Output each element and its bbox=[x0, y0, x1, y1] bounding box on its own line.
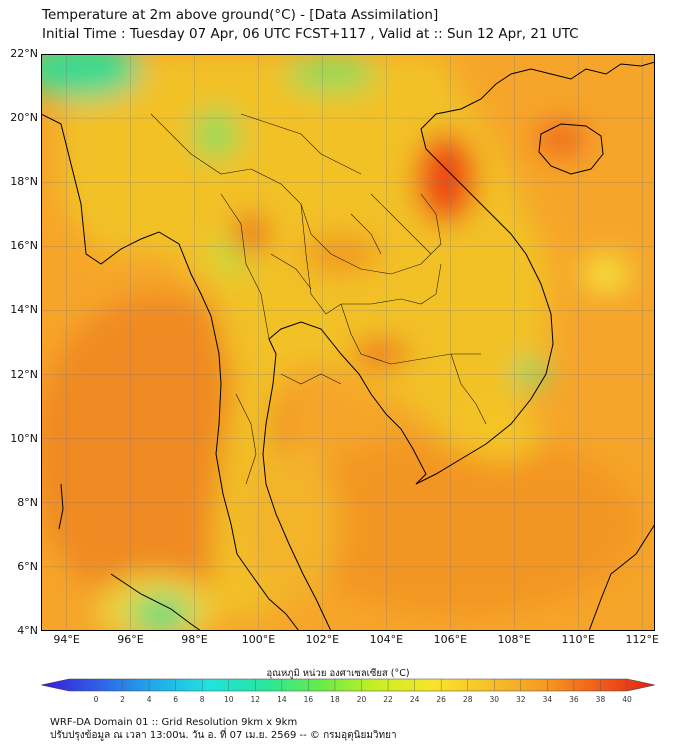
colorbar-tick-label: 10 bbox=[224, 695, 234, 704]
latitude-label: 14°N bbox=[10, 303, 38, 317]
map-title: Temperature at 2m above ground(°C) - [Da… bbox=[42, 7, 439, 23]
footer-update-info: ปรับปรุงข้อมูล ณ เวลา 13:00น. วัน อ. ที่… bbox=[50, 730, 397, 741]
temperature-shading bbox=[41, 54, 641, 631]
temperature-map[interactable] bbox=[41, 54, 655, 631]
longitude-label: 96°E bbox=[117, 633, 144, 646]
latitude-label: 8°N bbox=[17, 495, 38, 509]
footer-model-info: WRF-DA Domain 01 :: Grid Resolution 9km … bbox=[50, 717, 298, 728]
province-borders bbox=[150, 113, 487, 485]
colorbar-tick-label: 6 bbox=[173, 695, 178, 704]
longitude-label: 108°E bbox=[497, 633, 531, 646]
colorbar-tick-label: 36 bbox=[569, 695, 579, 704]
colorbar-tick-label: 32 bbox=[516, 695, 526, 704]
colorbar-tick-label: 24 bbox=[410, 695, 420, 704]
colorbar-tick-label: 40 bbox=[622, 695, 632, 704]
longitude-label: 110°E bbox=[561, 633, 595, 646]
colorbar-tick-label: 12 bbox=[251, 695, 261, 704]
colorbar-tick-label: 20 bbox=[357, 695, 367, 704]
map-subtitle: Initial Time : Tuesday 07 Apr, 06 UTC FC… bbox=[42, 26, 579, 42]
coastlines bbox=[41, 61, 655, 631]
longitude-label: 102°E bbox=[305, 633, 340, 646]
graticule bbox=[41, 54, 655, 631]
colorbar-bar bbox=[41, 678, 655, 692]
latitude-label: 10°N bbox=[10, 431, 38, 445]
longitude-label: 112°E bbox=[625, 633, 659, 646]
latitude-label: 20°N bbox=[10, 111, 38, 125]
colorbar-tick-label: 2 bbox=[120, 695, 125, 704]
temperature-colorbar[interactable]: 0 2 4 6 8 10 12 14 16 18 20 22 24 26 28 30 32 34 36 38 40 bbox=[41, 678, 655, 706]
map-frame-border bbox=[41, 54, 655, 631]
colorbar-tick-label: 4 bbox=[147, 695, 152, 704]
longitude-label: 106°E bbox=[433, 633, 468, 646]
longitude-label: 104°E bbox=[369, 633, 404, 646]
colorbar-tick-label: 28 bbox=[463, 695, 473, 704]
colorbar-tick-label: 30 bbox=[489, 695, 499, 704]
colorbar-tick-label: 26 bbox=[436, 695, 446, 704]
colorbar-tick-label: 34 bbox=[543, 695, 553, 704]
longitude-label: 100°E bbox=[241, 633, 276, 646]
latitude-label: 12°N bbox=[10, 367, 38, 381]
longitude-label: 94°E bbox=[53, 633, 80, 646]
colorbar-tick-label: 22 bbox=[383, 695, 393, 704]
latitude-label: 16°N bbox=[10, 239, 38, 253]
latitude-label: 22°N bbox=[10, 47, 38, 60]
colorbar-tick-label: 38 bbox=[596, 695, 606, 704]
longitude-label: 98°E bbox=[181, 633, 208, 646]
colorbar-tick-label: 0 bbox=[94, 695, 99, 704]
colorbar-tick-label: 14 bbox=[277, 695, 287, 704]
colorbar-label: อุณหภูมิ หน่วย องศาเซลเซียส (°C) bbox=[266, 668, 410, 679]
latitude-label: 6°N bbox=[17, 559, 38, 573]
latitude-label: 4°N bbox=[17, 624, 38, 637]
colorbar-tick-label: 18 bbox=[330, 695, 340, 704]
latitude-label: 18°N bbox=[10, 175, 38, 189]
colorbar-tick-label: 16 bbox=[304, 695, 314, 704]
colorbar-tick-label: 8 bbox=[200, 695, 205, 704]
